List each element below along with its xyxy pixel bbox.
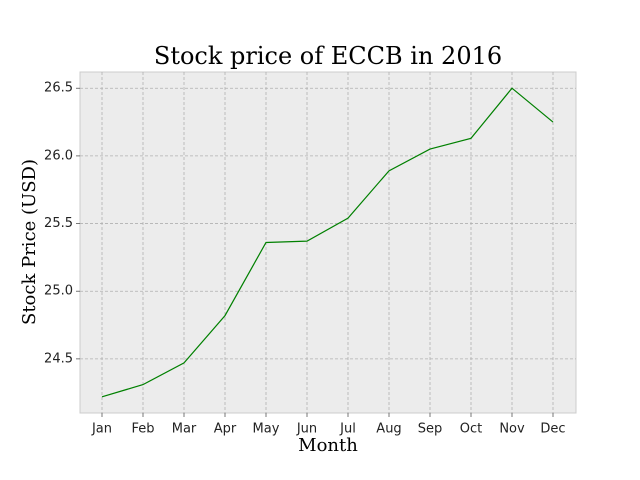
- grid: [80, 72, 576, 413]
- y-tick-label: 25.0: [44, 284, 73, 299]
- x-tick-label: Oct: [460, 422, 482, 437]
- ticks: [76, 87, 554, 417]
- plot-area: [79, 71, 577, 414]
- x-tick-label: Jun: [296, 422, 317, 437]
- y-tick-label: 26.0: [44, 148, 73, 163]
- y-axis-label: Stock Price (USD): [19, 159, 40, 325]
- y-tick-label: 26.5: [44, 81, 73, 96]
- x-tick-label: Nov: [499, 422, 525, 437]
- series-line: [101, 87, 554, 398]
- x-tick-labels: Jan Feb Mar Apr May Jun Jul Aug Sep Oct Nov Dec: [91, 422, 566, 437]
- x-tick-label: May: [253, 422, 280, 437]
- y-tick-label: 25.5: [44, 216, 73, 231]
- x-axis-label: Month: [298, 435, 358, 456]
- x-tick-label: Feb: [131, 422, 154, 437]
- x-tick-label: Jul: [339, 422, 356, 437]
- x-tick-label: Sep: [418, 422, 443, 437]
- x-tick-label: Dec: [540, 422, 565, 437]
- x-tick-label: Aug: [376, 422, 401, 437]
- x-tick-label: Jan: [91, 422, 112, 437]
- x-tick-label: Apr: [214, 422, 237, 437]
- chart-title: Stock price of ECCB in 2016: [154, 42, 502, 70]
- x-tick-label: Mar: [172, 422, 197, 437]
- y-tick-labels: 24.5 25.0 25.5 26.0 26.5: [44, 81, 73, 367]
- y-tick-label: 24.5: [44, 351, 73, 366]
